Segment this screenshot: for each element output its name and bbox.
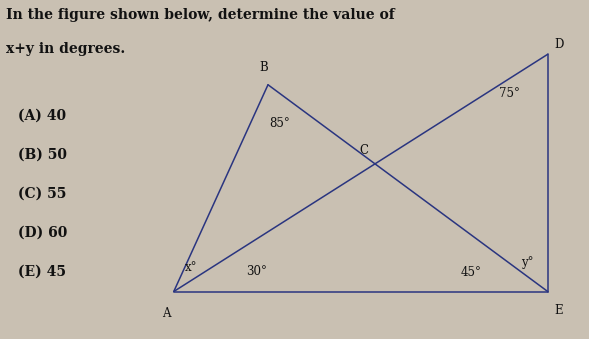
Text: B: B <box>260 61 268 74</box>
Text: E: E <box>555 304 564 317</box>
Text: In the figure shown below, determine the value of: In the figure shown below, determine the… <box>6 8 395 22</box>
Text: C: C <box>359 144 368 157</box>
Text: (E) 45: (E) 45 <box>18 264 65 278</box>
Text: x°: x° <box>185 261 198 274</box>
Text: (B) 50: (B) 50 <box>18 147 67 161</box>
Text: (A) 40: (A) 40 <box>18 108 66 122</box>
Text: 30°: 30° <box>246 265 267 278</box>
Text: (D) 60: (D) 60 <box>18 225 67 239</box>
Text: 85°: 85° <box>269 117 290 130</box>
Text: D: D <box>555 38 564 51</box>
Text: x+y in degrees.: x+y in degrees. <box>6 42 125 56</box>
Text: (C) 55: (C) 55 <box>18 186 66 200</box>
Text: A: A <box>162 307 170 320</box>
Text: y°: y° <box>521 256 534 269</box>
Text: 75°: 75° <box>499 87 520 100</box>
Text: 45°: 45° <box>461 266 482 279</box>
